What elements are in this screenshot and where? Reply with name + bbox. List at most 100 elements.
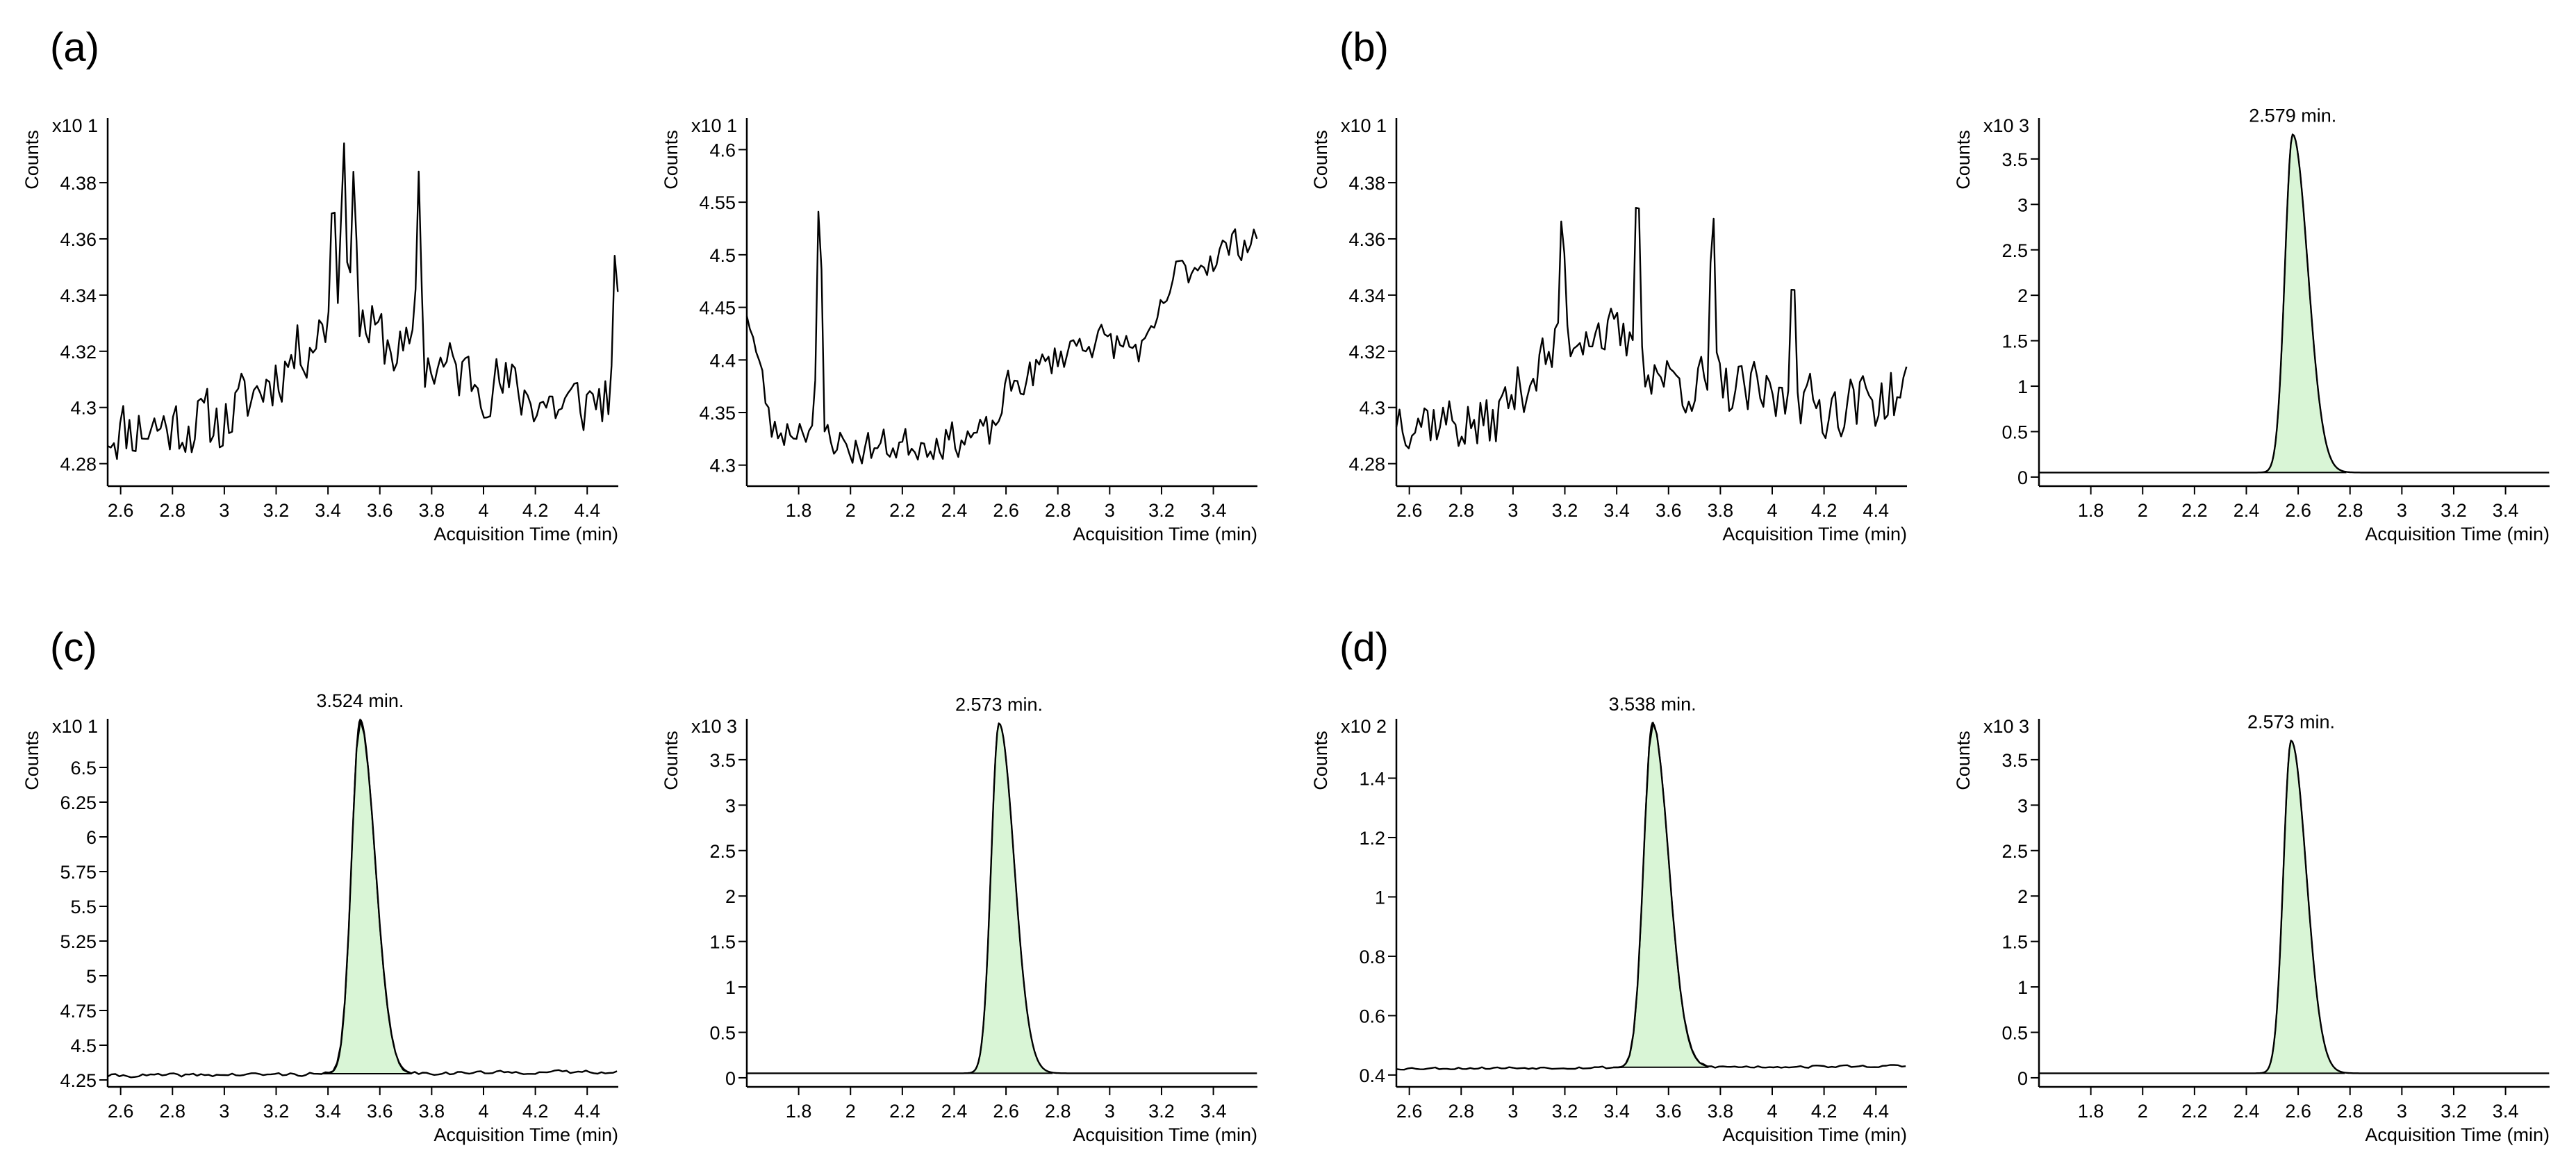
x-tick-label: 3.8 [1708,1101,1734,1122]
y-tick-label: 5.5 [70,897,97,917]
x-tick-label: 3.4 [1603,1101,1630,1122]
peak-label: 3.538 min. [1609,694,1696,715]
y-tick-label: 4.4 [709,350,736,371]
y-tick-label: 4.3 [70,398,97,419]
y-tick-label: 0.8 [1359,947,1385,967]
x-tick-label: 2.6 [1396,1101,1423,1122]
panel-label-d: (d) [1339,625,1389,670]
x-tick-label: 3.4 [2493,500,2519,521]
y-tick-label: 4.32 [1348,342,1385,363]
x-axis-title: Acquisition Time (min) [434,1124,618,1145]
x-tick-label: 4.2 [1811,500,1838,521]
trace-line [745,210,1258,465]
x-tick-label: 2 [2138,1101,2148,1122]
y-tick-label: 1.5 [709,932,736,953]
y-tick-label: 4.3 [709,456,736,476]
x-tick-label: 1.8 [2078,1101,2104,1122]
x-tick-label: 4.4 [574,1101,600,1122]
x-tick-label: 2.6 [108,1101,134,1122]
x-tick-label: 3.2 [263,1101,290,1122]
y-tick-label: 5 [86,966,97,987]
x-axis-title: Acquisition Time (min) [1073,1124,1257,1145]
chart-d-left: 0.4 0.6 0.8 1 1.2 1.4 2.6 2.8 3 3.2 3.4 3.6 3.8 4 4.2 4… [1310,694,1907,1145]
x-tick-label: 2.8 [1045,500,1071,521]
y-axis-title: Counts [661,731,682,790]
x-tick-label: 3 [1508,1101,1518,1122]
y-tick-label: 0.4 [1359,1065,1385,1086]
y-tick-label: 6.25 [60,792,97,813]
trace-line [107,719,618,1079]
x-tick-label: 2.6 [1396,500,1423,521]
x-tick-label: 2.2 [2181,1101,2208,1122]
y-tick-label: 4.28 [60,454,97,475]
y-tick-label: 1 [1375,887,1385,908]
y-multiplier: x10 3 [1983,716,2029,737]
y-tick-label: 4.25 [60,1070,97,1091]
x-tick-label: 4 [478,1101,488,1122]
x-tick-label: 4.4 [1863,500,1889,521]
x-axis-title: Acquisition Time (min) [434,524,618,544]
y-tick-label: 0 [2017,1068,2028,1089]
x-tick-label: 3.8 [1708,500,1734,521]
peak-label: 2.573 min. [2247,711,2335,732]
chart-c-left: 4.25 4.5 4.75 5 5.25 5.5 5.75 6 6.25 6.5 2.6 2.8 3 3.… [22,690,618,1145]
x-tick-label: 2.2 [889,500,916,521]
peak-area [322,718,412,1075]
y-tick-label: 1.2 [1359,828,1385,849]
charts-container: 4.284.34.324.344.364.382.6 2.8 3 3.2 3.4 3.6 3… [22,106,2550,1145]
y-tick-label: 1.5 [2001,932,2028,953]
x-tick-label: 3 [2397,500,2407,521]
y-axis-title: Counts [661,130,682,190]
y-tick-label: 3.5 [709,750,736,771]
y-multiplier: x10 1 [691,115,737,136]
x-tick-label: 2 [2138,500,2148,521]
y-tick-label: 4.6 [709,140,736,160]
y-tick-label: 4.55 [699,192,736,213]
x-tick-label: 2.2 [2181,500,2208,521]
trace-line [1395,207,1908,449]
y-tick-label: 0.5 [709,1022,736,1043]
trace-line [747,722,1257,1074]
x-tick-label: 3.4 [315,1101,341,1122]
y-multiplier: x10 3 [1983,115,2029,136]
chart-b-left: 4.28 4.3 4.32 4.34 4.36 4.38 2.6 2.8 3 3.2 3.4 3.6 3… [1310,115,1908,544]
x-axis-title: Acquisition Time (min) [1722,1124,1907,1145]
y-tick-label: 5.25 [60,931,97,952]
x-tick-label: 4.2 [522,1101,549,1122]
y-tick-label: 1 [2017,977,2028,998]
x-tick-label: 2.8 [1448,500,1475,521]
y-axis-title: Counts [22,130,42,190]
y-tick-label: 2.5 [2001,240,2028,261]
x-tick-label: 3 [2397,1101,2407,1122]
x-tick-label: 3.6 [367,500,393,521]
y-tick-label: 4.34 [1348,285,1385,306]
x-tick-label: 4.2 [1811,1101,1838,1122]
y-multiplier: x10 2 [1341,716,1387,737]
x-tick-label: 2.8 [2337,1101,2363,1122]
y-tick-label: 4.35 [699,403,736,424]
y-tick-label: 0.6 [1359,1006,1385,1026]
x-tick-label: 3.6 [1656,500,1682,521]
y-axis-title: Counts [22,731,42,790]
peak-label: 2.573 min. [955,694,1043,715]
x-tick-label: 3.4 [1200,500,1227,521]
x-tick-label: 3.8 [419,500,445,521]
chart-d-right: 0 0.5 1 1.5 2 2.5 3 3.5 1.8 2 2.2 2.4 2.6 2.8 3 3.2 3.4A… [1953,711,2550,1145]
chart-b-right: 0 0.5 1 1.5 2 2.5 3 3.5 1.8 2 2.2 2.4 2.6 2.8 3 3.2 3.4 A… [1953,106,2550,544]
x-tick-label: 3 [1508,500,1518,521]
x-axis-title: Acquisition Time (min) [1073,524,1257,544]
y-tick-label: 4.5 [709,245,736,266]
y-tick-label: 1.5 [2001,331,2028,352]
x-tick-label: 2.8 [1045,1101,1071,1122]
y-multiplier: x10 1 [52,115,98,136]
x-axis-title: Acquisition Time (min) [2365,524,2550,544]
y-tick-label: 3 [2017,795,2028,816]
panel-label-a: (a) [50,25,99,70]
x-tick-label: 2.8 [160,500,186,521]
y-tick-label: 3 [2017,194,2028,215]
x-tick-label: 4 [1767,500,1777,521]
y-tick-label: 5.75 [60,862,97,883]
y-tick-label: 2.5 [2001,841,2028,862]
x-tick-label: 2.8 [2337,500,2363,521]
